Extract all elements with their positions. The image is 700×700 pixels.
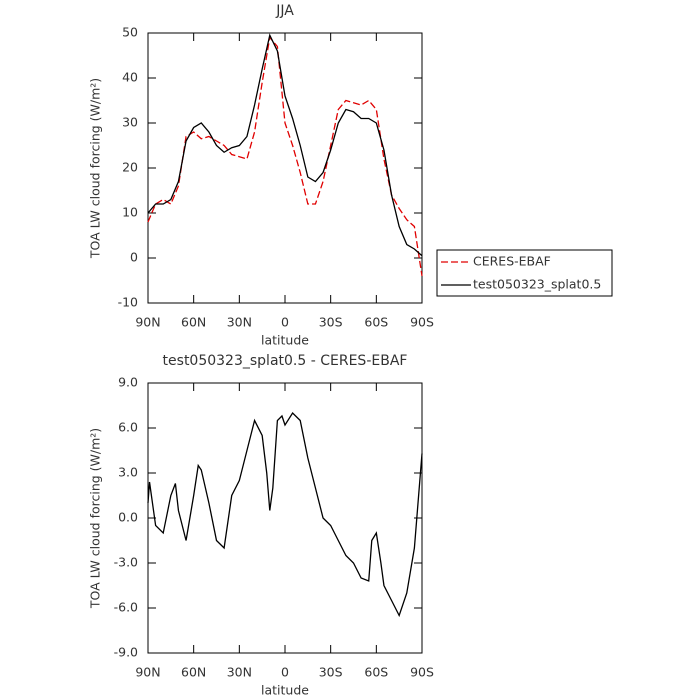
legend-label: CERES-EBAF — [473, 254, 551, 269]
x-tick-label: 90S — [410, 665, 434, 680]
y-axis-label: TOA LW cloud forcing (W/m²) — [88, 78, 103, 259]
y-tick-label: -6.0 — [114, 600, 138, 615]
data-line — [147, 411, 423, 618]
chart-title: JJA — [275, 3, 294, 19]
x-tick-label: 30N — [227, 315, 252, 330]
y-tick-label: 20 — [122, 160, 138, 175]
x-tick-label: 60S — [364, 315, 388, 330]
plot-frame — [147, 32, 423, 304]
y-axis-label: TOA LW cloud forcing (W/m²) — [88, 428, 103, 609]
y-tick-label: 40 — [122, 70, 138, 85]
x-tick-label: 30N — [227, 665, 252, 680]
x-tick-label: 30S — [319, 665, 343, 680]
y-tick-label: 50 — [122, 25, 138, 40]
chart-title: test050323_splat0.5 - CERES-EBAF — [163, 353, 408, 369]
y-tick-label: 0.0 — [118, 510, 138, 525]
x-tick-label: 60S — [364, 665, 388, 680]
y-tick-label: 6.0 — [118, 420, 138, 435]
legend-label: test050323_splat0.5 — [473, 277, 601, 292]
y-tick-label: 3.0 — [118, 465, 138, 480]
y-tick-label: 30 — [122, 115, 138, 130]
y-tick-label: 0 — [130, 250, 138, 265]
y-tick-label: 10 — [122, 205, 138, 220]
x-tick-label: 90N — [135, 665, 160, 680]
x-tick-label: 0 — [281, 315, 289, 330]
x-tick-label: 30S — [319, 315, 343, 330]
y-tick-label: 9.0 — [118, 375, 138, 390]
x-axis-label: latitude — [261, 683, 309, 698]
legend-box — [436, 249, 613, 297]
y-tick-label: -3.0 — [114, 555, 138, 570]
x-tick-label: 60N — [181, 315, 206, 330]
x-tick-label: 90N — [135, 315, 160, 330]
y-tick-label: -9.0 — [114, 645, 138, 660]
x-tick-label: 0 — [281, 665, 289, 680]
x-tick-label: 90S — [410, 315, 434, 330]
data-line — [147, 33, 423, 257]
x-tick-label: 60N — [181, 665, 206, 680]
data-line — [147, 36, 423, 277]
y-tick-label: -10 — [118, 295, 138, 310]
x-axis-label: latitude — [261, 333, 309, 348]
